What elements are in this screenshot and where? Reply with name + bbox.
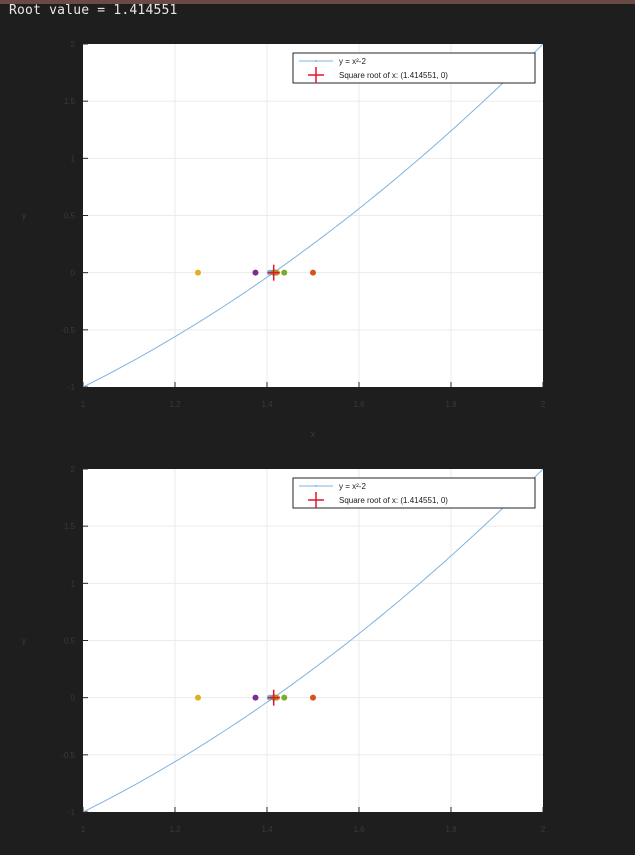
x-tick-label: 1.4 bbox=[261, 825, 273, 834]
iterate-point bbox=[252, 694, 259, 701]
iterate-point bbox=[195, 269, 201, 276]
y-tick-label: 1 bbox=[71, 579, 76, 588]
legend-line-dot bbox=[315, 485, 317, 487]
legend-label-curve: y = x²-2 bbox=[339, 482, 366, 491]
plot-1-svg: 1 1.2 1.4 1.6 1.8 2 -1 -0.5 0 0.5 1 1.5 2 x y y = x²-2 S… bbox=[22, 40, 546, 439]
curve-series-line bbox=[83, 469, 543, 812]
root-plus-marker bbox=[267, 264, 280, 281]
legend-box bbox=[292, 477, 536, 509]
iterate-point bbox=[195, 694, 201, 701]
figure-2: 1 1.2 1.4 1.6 1.8 2 -1 -0.5 0 0.5 1 1.5 2 y y = x²-2 Sq… bbox=[0, 455, 635, 855]
y-tick-label: 2 bbox=[71, 465, 76, 474]
y-tick-label: 1 bbox=[71, 154, 76, 163]
legend: y = x²-2 Square root of x: (1.414551, 0) bbox=[292, 52, 536, 84]
plot-2-svg: 1 1.2 1.4 1.6 1.8 2 -1 -0.5 0 0.5 1 1.5 2 y y = x²-2 Sq… bbox=[22, 465, 546, 834]
x-tick-label: 1.2 bbox=[169, 400, 181, 409]
y-tick-label: 1.5 bbox=[64, 97, 76, 106]
x-tick-label: 1.8 bbox=[445, 400, 457, 409]
y-axis-label: y bbox=[22, 636, 27, 646]
x-tick-label: 1.4 bbox=[261, 400, 273, 409]
window-top-strip bbox=[0, 0, 635, 4]
legend-line-dot bbox=[315, 60, 317, 62]
root-plus-marker bbox=[267, 689, 280, 706]
y-axis-label: y bbox=[22, 211, 27, 221]
x-tick-label: 1 bbox=[81, 825, 86, 834]
y-tick-label: 0.5 bbox=[64, 637, 76, 646]
x-tick-label: 1.8 bbox=[445, 825, 457, 834]
x-tick-label: 1 bbox=[81, 400, 86, 409]
console-output-line: Root value = 1.414551 bbox=[9, 3, 178, 18]
x-tick-label: 2 bbox=[541, 400, 546, 409]
legend-label-root: Square root of x: (1.414551, 0) bbox=[339, 496, 448, 505]
iterate-point bbox=[310, 694, 316, 701]
x-axis-label: x bbox=[311, 429, 316, 439]
iterate-point bbox=[281, 269, 288, 276]
iterate-point bbox=[252, 269, 259, 276]
y-tick-label: -1 bbox=[68, 383, 76, 392]
y-tick-label: -0.5 bbox=[61, 751, 75, 760]
x-tick-label: 1.6 bbox=[353, 825, 365, 834]
legend-label-root: Square root of x: (1.414551, 0) bbox=[339, 71, 448, 80]
legend-label-curve: y = x²-2 bbox=[339, 57, 366, 66]
x-tick-label: 1.6 bbox=[353, 400, 365, 409]
figure-1: 1 1.2 1.4 1.6 1.8 2 -1 -0.5 0 0.5 1 1.5 2 x y y = x²-2 S… bbox=[0, 30, 635, 450]
y-tick-label: 0 bbox=[71, 694, 76, 703]
y-tick-label: 0 bbox=[71, 269, 76, 278]
iterate-point bbox=[310, 269, 316, 276]
iterate-point bbox=[281, 694, 288, 701]
legend: y = x²-2 Square root of x: (1.414551, 0) bbox=[292, 477, 536, 509]
y-tick-label: 1.5 bbox=[64, 522, 76, 531]
curve-series-line bbox=[83, 44, 543, 387]
y-tick-label: -0.5 bbox=[61, 326, 75, 335]
y-tick-label: -1 bbox=[68, 808, 76, 817]
legend-box bbox=[292, 52, 536, 84]
x-tick-label: 2 bbox=[541, 825, 546, 834]
y-tick-label: 2 bbox=[71, 40, 76, 49]
x-tick-label: 1.2 bbox=[169, 825, 181, 834]
y-tick-label: 0.5 bbox=[64, 212, 76, 221]
